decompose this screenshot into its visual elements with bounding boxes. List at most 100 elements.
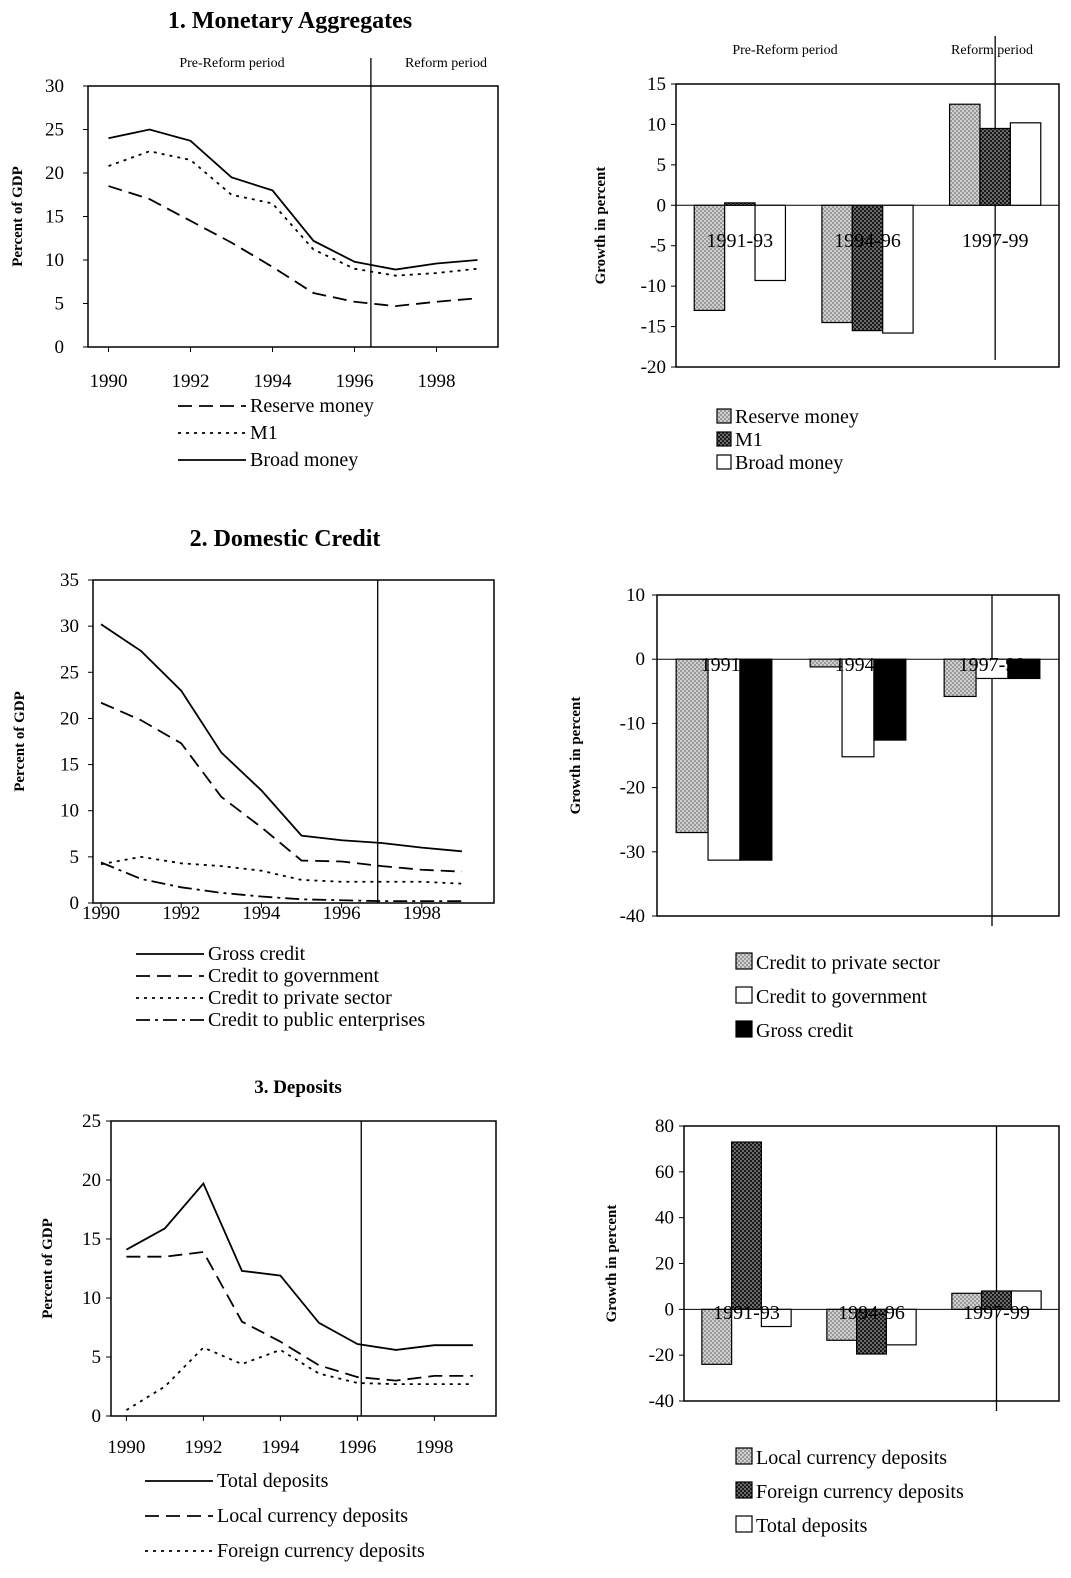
y-tick-label: 5: [92, 1347, 102, 1368]
period-label: Pre-Reform period: [179, 56, 284, 71]
y-tick-label: 10: [82, 1288, 101, 1309]
y-tick-label: 60: [655, 1162, 674, 1183]
y-tick-label: 0: [636, 649, 646, 670]
x-tick-label: 1998: [403, 903, 441, 924]
chart-credit-line: 0 5 10 15 20 25 30 35 Percent of GDP 1990 1992 1994…: [12, 570, 495, 1031]
y-tick-label: 20: [655, 1254, 674, 1275]
y-tick-label: -20: [620, 778, 645, 799]
legend-label: Credit to private sector: [208, 987, 392, 1009]
y-tick-label: 10: [647, 114, 666, 135]
x-tick-label: 1990: [107, 1437, 145, 1458]
legend-swatch: [716, 454, 732, 470]
y-tick-label: 0: [657, 195, 667, 216]
legend-label: Broad money: [250, 449, 358, 471]
y-tick-label: 30: [60, 616, 79, 637]
x-tick-label: 1994: [254, 371, 293, 392]
bar-m1: [851, 204, 884, 332]
bar-local-currency-deposits: [701, 1308, 733, 1365]
y-tick-label: 0: [55, 337, 65, 358]
y-tick-label: 35: [60, 570, 79, 591]
x-tick-label: 1990: [82, 903, 120, 924]
legend-swatch: [735, 1447, 753, 1465]
x-tick-label: 1994: [261, 1437, 300, 1458]
series-line-reserve-money: [108, 185, 478, 308]
y-tick-label: -10: [641, 276, 666, 297]
y-tick-label: 20: [60, 708, 79, 729]
period-label: Reform period: [951, 43, 1033, 58]
y-tick-label: 10: [626, 585, 645, 606]
bar-foreign-currency-deposits: [731, 1141, 762, 1310]
y-tick-label: -20: [649, 1345, 674, 1366]
series-line-gross-credit: [100, 623, 463, 853]
category-label: 1991-93: [706, 230, 773, 252]
chart-credit-bar: -40 -30 -20 -10 0 10 Growth in percent 1991- 199…: [568, 585, 1060, 1042]
category-label: 1997-99: [962, 230, 1029, 252]
bar-m1: [724, 202, 756, 206]
chart-deposits-bar: -40 -20 0 20 40 60 80 Growth in percent 1991-93 1…: [604, 1116, 1060, 1537]
y-tick-label: 0: [92, 1406, 102, 1427]
y-tick-label: -40: [620, 906, 645, 927]
x-tick-label: 1996: [338, 1437, 376, 1458]
legend-swatch: [735, 986, 753, 1004]
y-tick-label: -40: [649, 1391, 674, 1412]
bar-reserve-money: [693, 204, 726, 312]
legend-swatch: [735, 1515, 753, 1533]
charts-group: 0 5 10 15 20 25 30 Percent of GDP 1990 1992 1994 19…: [10, 36, 1060, 1562]
y-tick-label: -30: [620, 842, 645, 863]
y-axis-title: Percent of GDP: [10, 166, 26, 267]
legend-label: Broad money: [735, 452, 843, 474]
legend-label: Gross credit: [756, 1020, 854, 1042]
y-tick-label: 25: [82, 1111, 101, 1132]
bar-broad-money: [882, 204, 914, 334]
category-label: 1991-: [701, 654, 748, 676]
section-title-deposits: 3. Deposits: [254, 1077, 342, 1098]
chart-monetary-bar: -20 -15 -10 -5 0 5 10 15 Growth in percent 1991-9…: [593, 36, 1060, 474]
bar-local-currency-deposits: [826, 1308, 858, 1341]
y-axis-title: Growth in percent: [604, 1205, 620, 1323]
x-tick-label: 1996: [323, 903, 361, 924]
y-tick-label: 15: [60, 755, 79, 776]
bar-credit-to-private-sector: [675, 658, 709, 834]
legend-swatch: [735, 952, 753, 970]
legend-label: Local currency deposits: [756, 1447, 947, 1469]
y-tick-label: 30: [45, 76, 64, 97]
bar-credit-to-government: [841, 658, 875, 758]
plot-frame: [656, 594, 1060, 917]
bar-gross-credit: [1007, 658, 1041, 680]
period-label: Pre-Reform period: [732, 43, 837, 58]
legend-label: Reserve money: [250, 395, 374, 417]
y-tick-label: 20: [82, 1170, 101, 1191]
x-tick-label: 1990: [90, 371, 128, 392]
y-tick-label: 15: [45, 207, 64, 228]
bar-gross-credit: [873, 658, 907, 741]
y-tick-label: -15: [641, 317, 666, 338]
y-axis-title: Growth in percent: [593, 167, 609, 285]
section-title-monetary: 1. Monetary Aggregates: [168, 8, 412, 34]
y-tick-label: 25: [45, 120, 64, 141]
y-tick-label: 15: [647, 74, 666, 95]
y-tick-label: 0: [70, 893, 80, 914]
legend-label: Credit to private sector: [756, 952, 940, 974]
bar-total-deposits: [885, 1308, 917, 1346]
category-label: 1994-96: [834, 230, 901, 252]
series-line-m1: [108, 150, 478, 277]
y-tick-label: 10: [45, 250, 64, 271]
y-tick-label: -10: [620, 713, 645, 734]
legend-label: Foreign currency deposits: [217, 1540, 425, 1562]
legend-swatch: [735, 1481, 753, 1499]
series-line-credit-to-public-enterprises: [100, 861, 462, 903]
y-tick-label: 15: [82, 1229, 101, 1250]
category-label: 1997-99: [959, 654, 1026, 676]
y-tick-label: -5: [650, 236, 666, 257]
legend-label: Local currency deposits: [217, 1505, 408, 1527]
plot-frame: [92, 579, 495, 904]
y-axis-title: Percent of GDP: [12, 691, 28, 792]
legend-label: Foreign currency deposits: [756, 1481, 964, 1503]
series-line-total-deposits: [125, 1181, 473, 1351]
x-tick-label: 1996: [336, 371, 374, 392]
x-tick-label: 1994: [242, 903, 281, 924]
chart-monetary-line: 0 5 10 15 20 25 30 Percent of GDP 1990 1992 1994 19…: [10, 56, 499, 471]
bar-total-deposits: [1010, 1290, 1042, 1310]
legend-label: Total deposits: [756, 1515, 868, 1537]
